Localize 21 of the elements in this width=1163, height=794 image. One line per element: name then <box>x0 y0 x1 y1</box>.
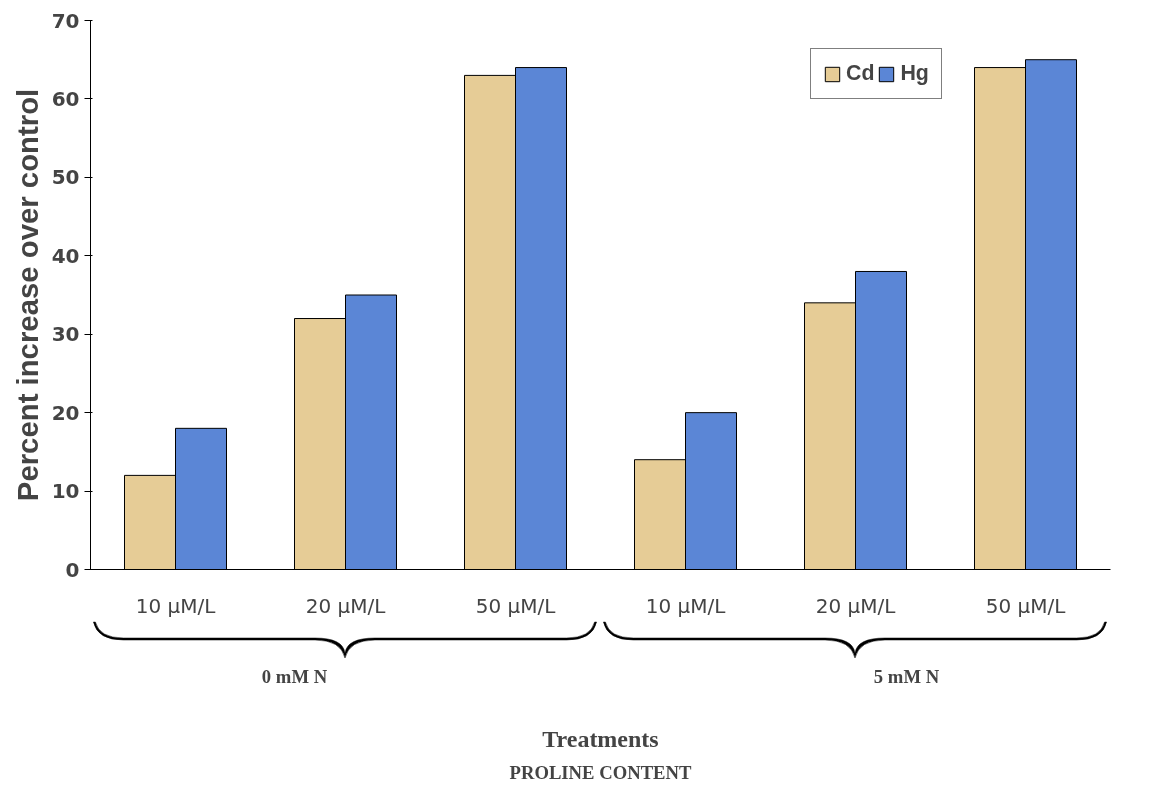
y-tick-label: 40 <box>51 243 80 268</box>
x-tick-label: 10 μM/L <box>645 593 727 618</box>
y-tick-label: 30 <box>51 322 80 347</box>
y-tick-label: 70 <box>51 8 80 33</box>
x-tick-label: 20 μM/L <box>305 593 387 618</box>
y-axis-title: Percent increase over control <box>10 88 44 502</box>
x-axis-title: Treatments <box>542 725 659 752</box>
x-tick-label: 50 μM/L <box>985 593 1067 618</box>
y-tick-label: 10 <box>51 479 80 504</box>
x-tick-label: 10 μM/L <box>135 593 217 618</box>
x-tick-label: 20 μM/L <box>815 593 897 618</box>
legend-label: Hg <box>900 61 929 86</box>
y-tick-label: 60 <box>51 86 80 111</box>
text: 0 mM N <box>261 666 328 688</box>
text: 5 mM N <box>873 666 940 688</box>
y-tick-label: 50 <box>51 165 80 190</box>
x-tick-label: 50 μM/L <box>475 593 557 618</box>
legend-label: Cd <box>846 61 875 86</box>
y-tick-label: 20 <box>51 400 80 425</box>
y-tick-label: 0 <box>65 557 80 582</box>
text: PROLINE CONTENT <box>509 761 693 783</box>
